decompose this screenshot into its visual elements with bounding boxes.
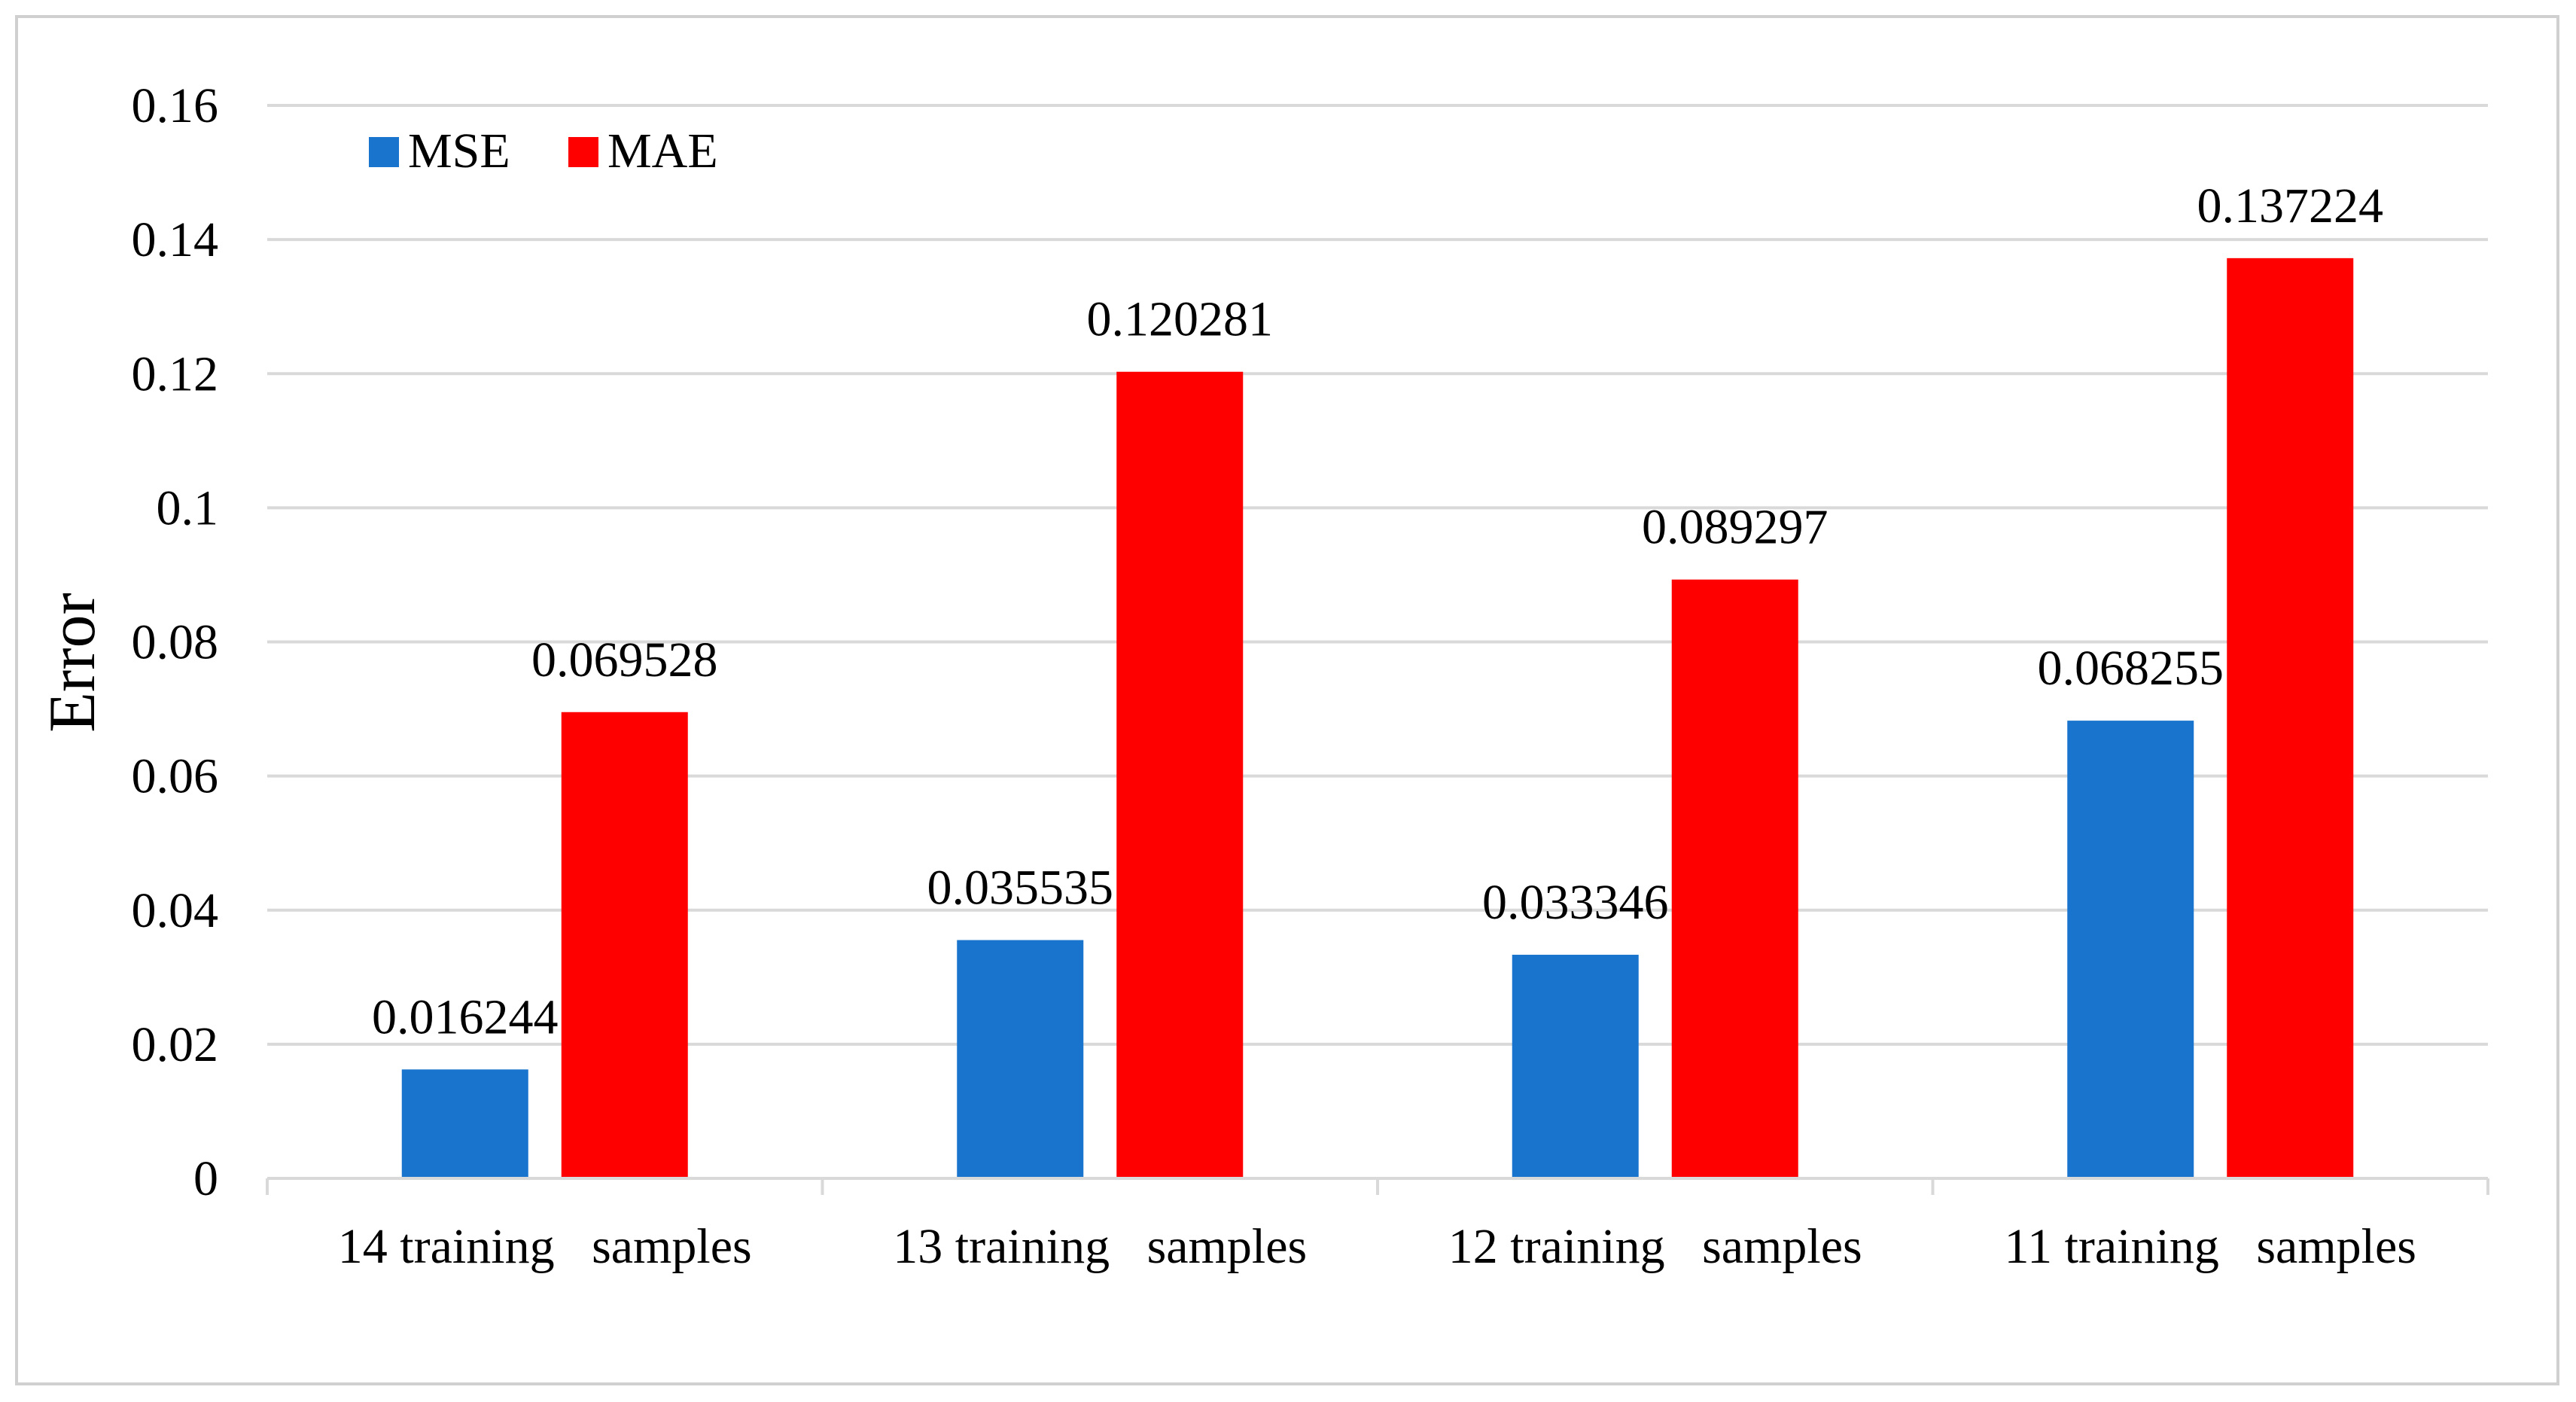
bar-mse <box>957 940 1084 1178</box>
y-axis-title: Error <box>36 593 109 733</box>
data-label-mae: 0.089297 <box>1642 500 1828 555</box>
bar-mse <box>1512 955 1639 1178</box>
x-category-label: 11 training samples <box>2005 1219 2416 1274</box>
y-tick-label: 0 <box>193 1151 218 1206</box>
legend-label-mse: MSE <box>408 123 510 178</box>
bar-mae <box>561 712 688 1178</box>
y-tick-label: 0.12 <box>132 346 219 401</box>
y-tick-label: 0.06 <box>132 749 219 804</box>
data-labels: 0.016244 0.069528 0.035535 0.120281 0.033346… <box>372 178 2383 1044</box>
x-category-label: 14 training samples <box>338 1219 752 1274</box>
y-tick-label: 0.1 <box>157 480 219 535</box>
x-category-label: 12 training samples <box>1448 1219 1862 1274</box>
data-label-mse: 0.035535 <box>927 861 1114 916</box>
data-label-mae: 0.120281 <box>1087 292 1274 347</box>
y-axis-ticks: 0 0.02 0.04 0.06 0.08 0.1 0.12 0.14 0.16 <box>132 78 219 1206</box>
y-tick-label: 0.04 <box>132 883 219 938</box>
legend-swatch-mse <box>369 137 399 167</box>
data-label-mse: 0.068255 <box>2038 641 2224 696</box>
y-tick-label: 0.08 <box>132 615 219 670</box>
bar-mae <box>1671 579 1798 1178</box>
data-label-mae: 0.069528 <box>531 632 718 687</box>
data-label-mse: 0.016244 <box>372 989 559 1044</box>
data-label-mse: 0.033346 <box>1482 875 1669 930</box>
bar-mae <box>1116 371 1244 1179</box>
y-tick-label: 0.02 <box>132 1017 219 1072</box>
bar-mse <box>2067 721 2194 1178</box>
data-label-mae: 0.137224 <box>2197 178 2384 233</box>
legend-label-mae: MAE <box>607 123 718 178</box>
x-axis: 14 training samples 13 training samples 12… <box>266 1177 2489 1274</box>
bar-mse <box>401 1069 528 1178</box>
legend: MSE MAE <box>369 123 718 178</box>
bars <box>401 258 2354 1179</box>
legend-swatch-mae <box>568 137 598 167</box>
x-category-label: 13 training samples <box>893 1219 1307 1274</box>
y-tick-label: 0.14 <box>132 212 219 267</box>
y-tick-label: 0.16 <box>132 78 219 133</box>
bar-mae <box>2227 258 2354 1178</box>
